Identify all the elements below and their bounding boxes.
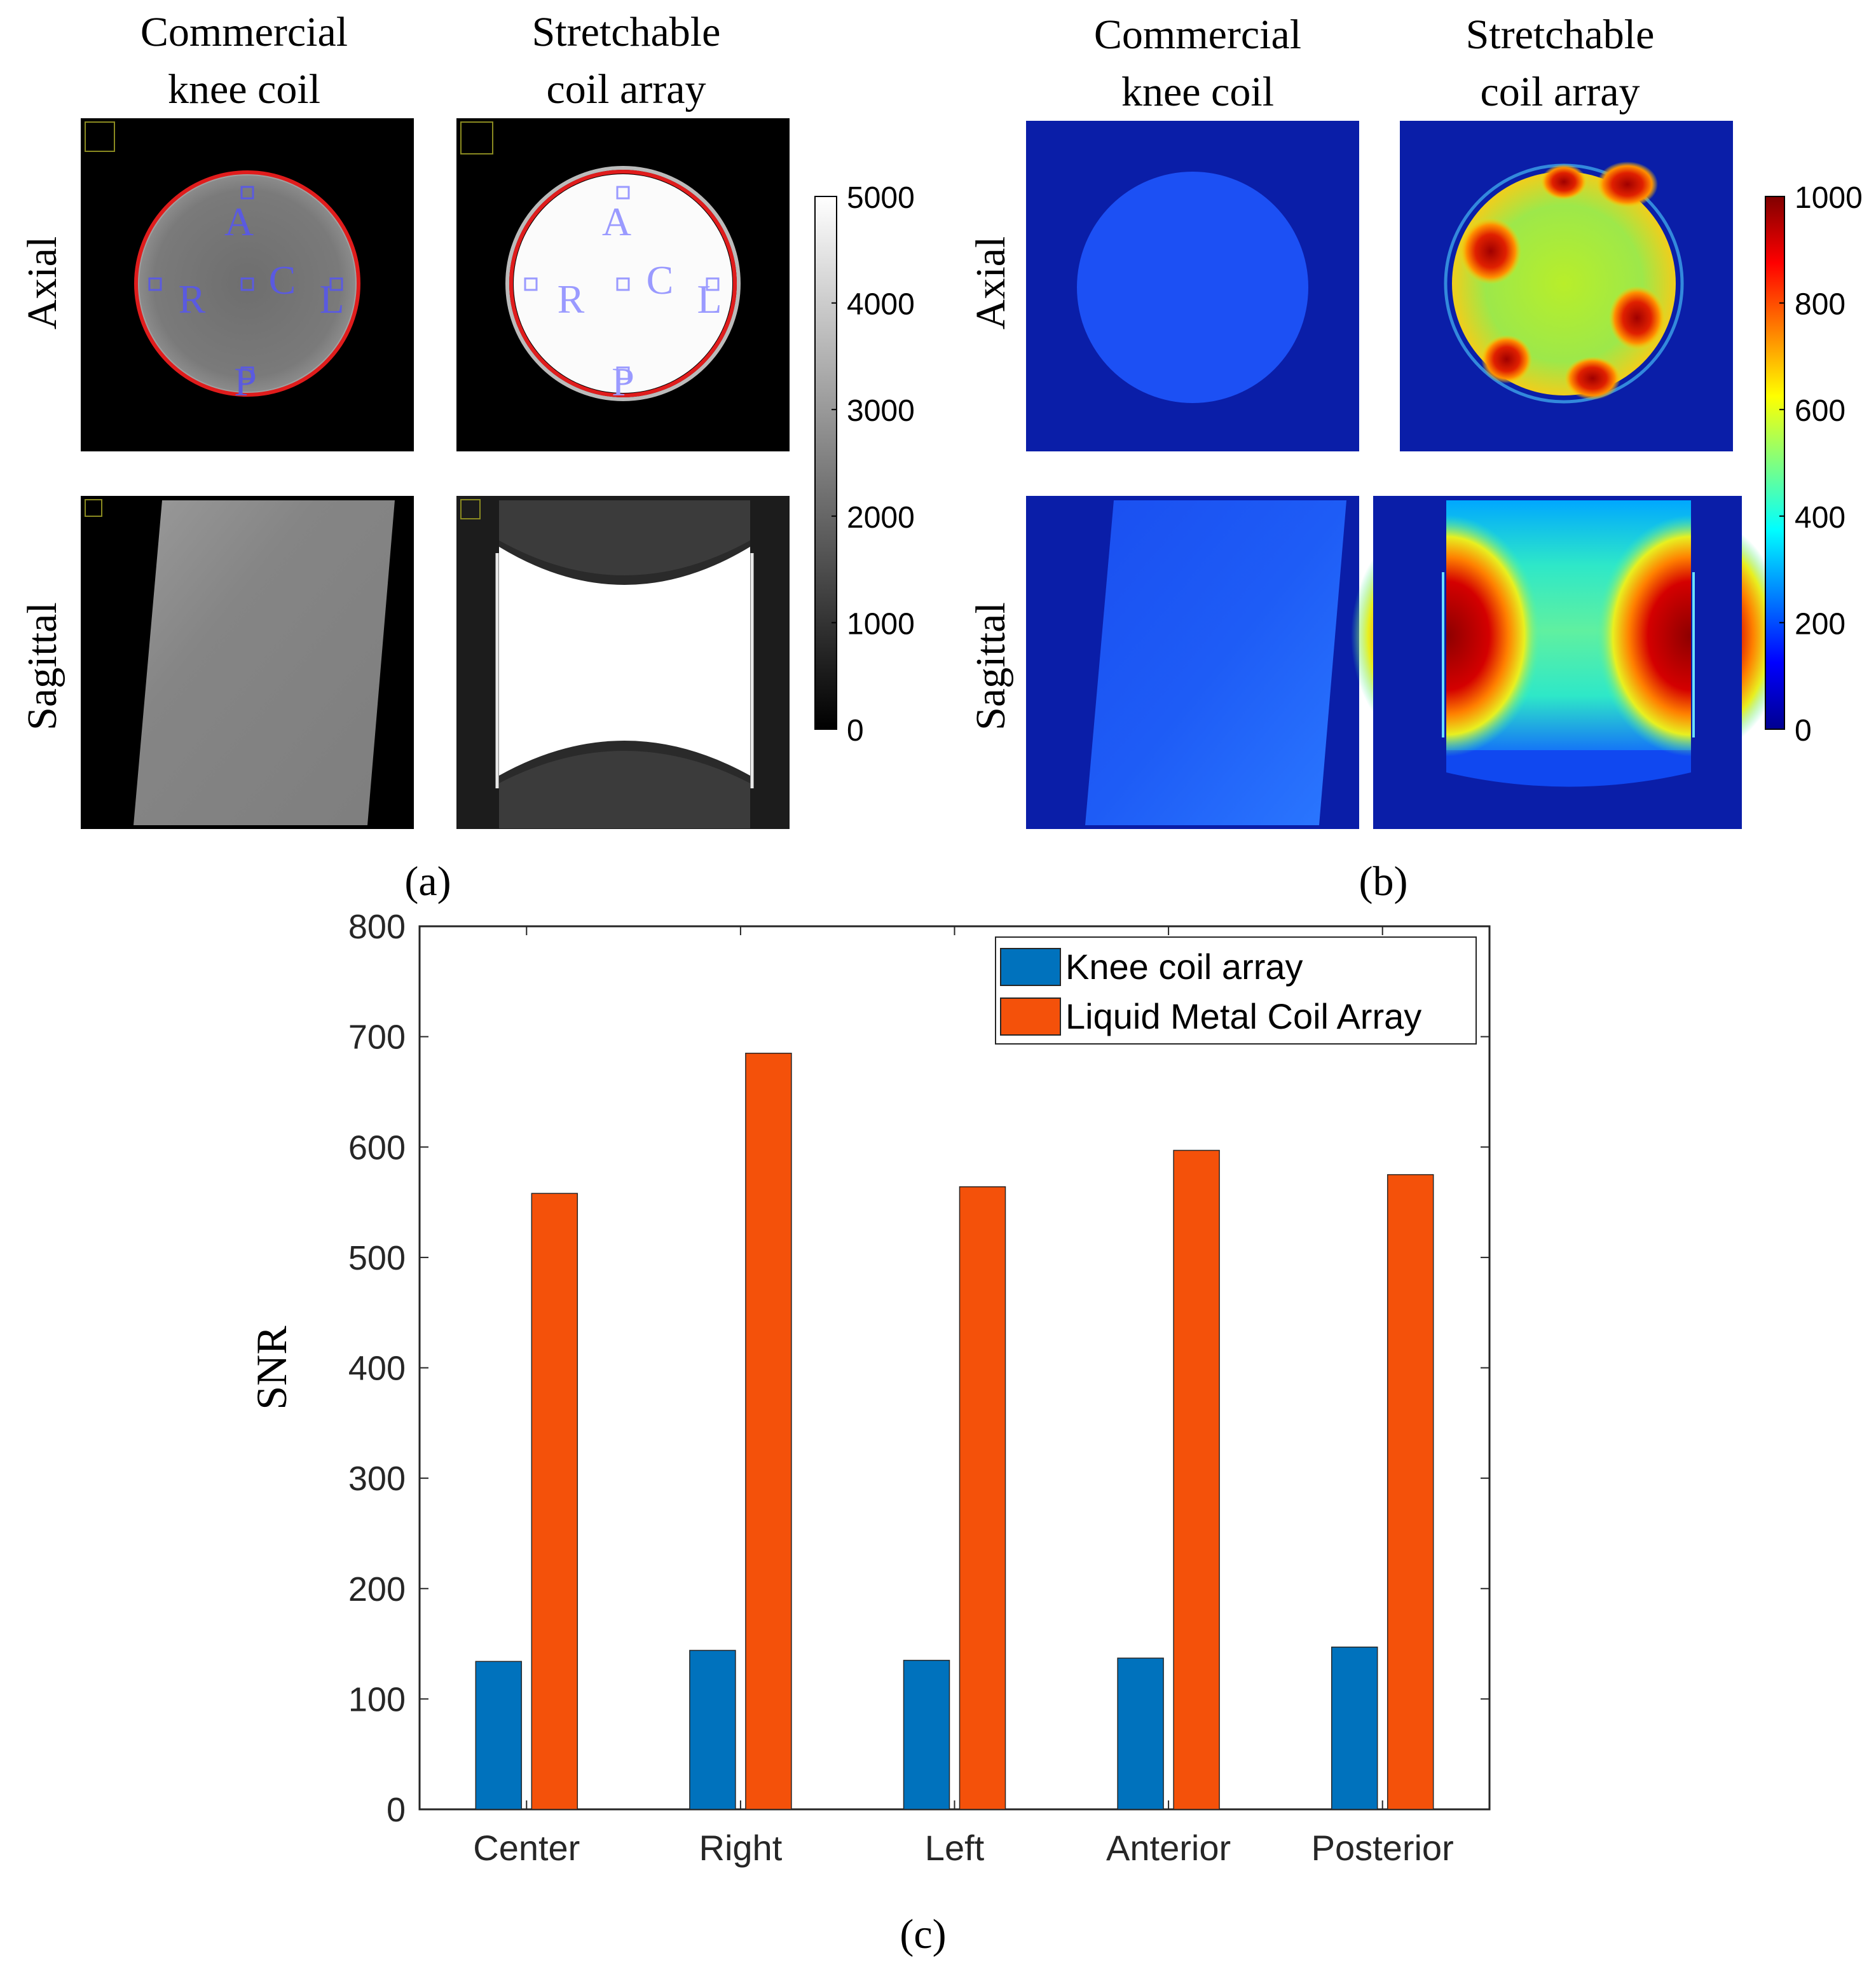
x-tick-label: Left bbox=[925, 1828, 985, 1868]
roi-label-a: A bbox=[224, 199, 254, 244]
colorbar-tick-label: 0 bbox=[847, 714, 864, 748]
panel-c-chart: 0 100 200 300 400 500 600 700 800 Center Right Lef… bbox=[247, 908, 1491, 1957]
roi-label-p: P bbox=[234, 359, 257, 404]
panel-a-col2-line2: coil array bbox=[546, 66, 706, 113]
roi-label-p: P bbox=[612, 359, 634, 404]
colorbar-tick-label: 800 bbox=[1795, 288, 1845, 322]
panel-b-col2-line2: coil array bbox=[1480, 69, 1640, 115]
y-tick-label: 800 bbox=[348, 908, 406, 946]
legend-box bbox=[995, 936, 1477, 1045]
bar-liquid-metal-anterior bbox=[1173, 1149, 1220, 1810]
bar-liquid-metal-center bbox=[531, 1193, 579, 1810]
panel-a-caption: (a) bbox=[404, 858, 451, 905]
roi-label-r: R bbox=[179, 277, 206, 322]
roi-label-a: A bbox=[602, 199, 631, 244]
panel-b-col1-line2: knee coil bbox=[1121, 69, 1274, 115]
image-a-axial-commercial: A R C L P bbox=[81, 118, 414, 451]
y-tick-label: 400 bbox=[348, 1350, 406, 1388]
x-tick-label: Posterior bbox=[1311, 1828, 1454, 1868]
legend-label-knee-coil: Knee coil array bbox=[1065, 947, 1303, 987]
y-tick-label: 600 bbox=[348, 1128, 406, 1167]
panel-b-row-sagittal: Sagittal bbox=[968, 602, 1014, 730]
roi-label-c: C bbox=[647, 257, 674, 303]
y-tick-label: 700 bbox=[348, 1018, 406, 1057]
colorbar-tick-label: 1000 bbox=[847, 607, 915, 641]
colorbar-tick-label: 5000 bbox=[847, 181, 915, 215]
image-a-sagittal-stretchable bbox=[456, 496, 790, 829]
image-b-axial-commercial bbox=[1026, 121, 1359, 451]
y-tick-label: 100 bbox=[348, 1680, 406, 1718]
bar-knee-coil-center bbox=[475, 1661, 523, 1810]
panel-b-caption: (b) bbox=[1359, 858, 1408, 905]
roi-label-l: L bbox=[697, 277, 722, 322]
panel-a-col1-line2: knee coil bbox=[168, 66, 320, 113]
x-tick-label: Center bbox=[473, 1828, 580, 1868]
bar-knee-coil-right bbox=[689, 1650, 736, 1810]
image-a-axial-stretchable: A R C L P bbox=[456, 118, 790, 451]
panel-b-row-axial: Axial bbox=[968, 236, 1014, 330]
colorbar-tick-label: 200 bbox=[1795, 607, 1845, 641]
bar-liquid-metal-left bbox=[959, 1186, 1006, 1810]
panel-a: Commercial knee coil Stretchable coil ar… bbox=[19, 9, 915, 905]
panel-b: Commercial knee coil Stretchable coil ar… bbox=[968, 11, 1863, 905]
panel-a-row-axial: Axial bbox=[19, 236, 65, 330]
image-b-sagittal-commercial bbox=[1026, 496, 1359, 829]
roi-ring bbox=[509, 170, 737, 397]
panel-b-col2-line1: Stretchable bbox=[1466, 11, 1655, 58]
colorbar-tick-label: 600 bbox=[1795, 394, 1845, 428]
panel-c-caption: (c) bbox=[900, 1911, 946, 1957]
y-tick-label: 200 bbox=[348, 1570, 406, 1608]
colorbar-gray: 5000 4000 3000 2000 1000 0 bbox=[814, 181, 915, 748]
x-tick-label: Right bbox=[699, 1828, 783, 1868]
roi-label-c: C bbox=[269, 257, 296, 303]
corner-box bbox=[460, 499, 481, 519]
y-tick-label: 300 bbox=[348, 1460, 406, 1498]
colorbar-jet: 1000 800 600 400 200 0 bbox=[1765, 181, 1863, 748]
roi-ring bbox=[134, 170, 360, 397]
image-a-sagittal-commercial bbox=[81, 496, 414, 829]
corner-box bbox=[460, 121, 493, 154]
legend-swatch-liquid-metal bbox=[1000, 997, 1061, 1036]
panel-a-row-sagittal: Sagittal bbox=[19, 602, 65, 730]
bar-liquid-metal-right bbox=[745, 1052, 792, 1810]
bar-liquid-metal-posterior bbox=[1386, 1174, 1434, 1810]
y-axis-label: SNR bbox=[247, 1326, 296, 1410]
panel-a-col1-line1: Commercial bbox=[140, 9, 348, 55]
image-b-sagittal-stretchable bbox=[1351, 496, 1786, 829]
roi-label-r: R bbox=[558, 277, 585, 322]
panel-a-col2-line1: Stretchable bbox=[532, 9, 721, 55]
colorbar-tick-label: 0 bbox=[1795, 714, 1812, 748]
colorbar-tick-label: 1000 bbox=[1795, 181, 1863, 215]
legend-label-liquid-metal: Liquid Metal Coil Array bbox=[1065, 996, 1421, 1036]
y-tick-label: 500 bbox=[348, 1239, 406, 1277]
colorbar-tick-label: 4000 bbox=[847, 288, 915, 322]
corner-box bbox=[85, 121, 115, 152]
y-tick-label: 0 bbox=[387, 1791, 406, 1829]
colorbar-tick-label: 2000 bbox=[847, 501, 915, 535]
plot-area bbox=[418, 925, 1491, 1811]
bar-knee-coil-anterior bbox=[1117, 1657, 1164, 1810]
colorbar-tick-label: 400 bbox=[1795, 501, 1845, 535]
roi-label-l: L bbox=[319, 277, 344, 322]
panel-b-col1-line1: Commercial bbox=[1094, 11, 1301, 58]
image-b-axial-stretchable bbox=[1400, 121, 1733, 451]
bar-knee-coil-left bbox=[903, 1659, 950, 1810]
legend-swatch-knee-coil bbox=[1000, 948, 1061, 986]
legend: Knee coil array Liquid Metal Coil Array bbox=[995, 936, 1477, 1045]
bar-knee-coil-posterior bbox=[1331, 1647, 1378, 1810]
x-tick-label: Anterior bbox=[1106, 1828, 1231, 1868]
corner-box bbox=[85, 499, 102, 517]
colorbar-tick-label: 3000 bbox=[847, 394, 915, 428]
